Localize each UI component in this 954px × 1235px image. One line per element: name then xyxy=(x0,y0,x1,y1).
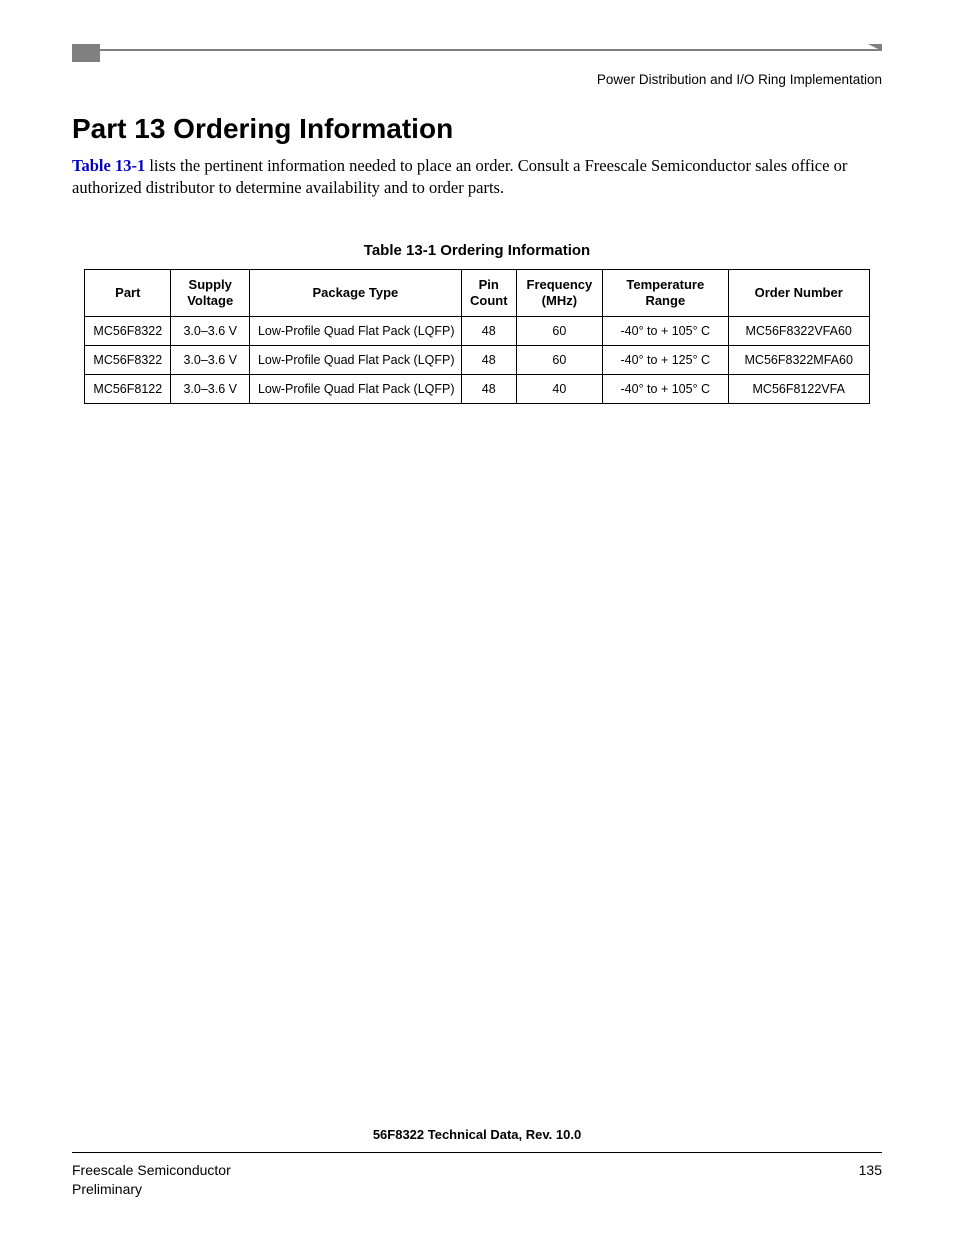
table-cell: MC56F8322MFA60 xyxy=(728,346,869,375)
footer-company: Freescale Semiconductor xyxy=(72,1161,231,1180)
header-line xyxy=(100,49,882,51)
table-reference-link[interactable]: Table 13-1 xyxy=(72,156,145,175)
table-cell: MC56F8322 xyxy=(85,346,171,375)
table-cell: 48 xyxy=(461,375,516,404)
footer-status: Preliminary xyxy=(72,1180,231,1199)
table-cell: MC56F8122VFA xyxy=(728,375,869,404)
footer-divider xyxy=(72,1152,882,1153)
table-row: MC56F83223.0–3.6 VLow-Profile Quad Flat … xyxy=(85,317,870,346)
col-part: Part xyxy=(85,269,171,317)
col-order-number: Order Number xyxy=(728,269,869,317)
table-cell: 3.0–3.6 V xyxy=(171,346,249,375)
table-cell: MC56F8322 xyxy=(85,317,171,346)
table-cell: 48 xyxy=(461,346,516,375)
table-cell: 3.0–3.6 V xyxy=(171,375,249,404)
table-cell: Low-Profile Quad Flat Pack (LQFP) xyxy=(249,346,461,375)
table-cell: 48 xyxy=(461,317,516,346)
table-body: MC56F83223.0–3.6 VLow-Profile Quad Flat … xyxy=(85,317,870,404)
table-cell: 40 xyxy=(516,375,602,404)
table-cell: MC56F8322VFA60 xyxy=(728,317,869,346)
col-pin-count: PinCount xyxy=(461,269,516,317)
header-wedge xyxy=(868,44,882,51)
col-frequency: Frequency(MHz) xyxy=(516,269,602,317)
table-header-row: Part SupplyVoltage Package Type PinCount… xyxy=(85,269,870,317)
page-title: Part 13 Ordering Information xyxy=(72,113,882,145)
table-cell: -40° to + 125° C xyxy=(603,346,729,375)
table-row: MC56F83223.0–3.6 VLow-Profile Quad Flat … xyxy=(85,346,870,375)
table-row: MC56F81223.0–3.6 VLow-Profile Quad Flat … xyxy=(85,375,870,404)
table-cell: 3.0–3.6 V xyxy=(171,317,249,346)
footer-doc-title: 56F8322 Technical Data, Rev. 10.0 xyxy=(72,1127,882,1142)
col-supply-voltage: SupplyVoltage xyxy=(171,269,249,317)
intro-paragraph: Table 13-1 lists the pertinent informati… xyxy=(72,155,882,200)
table-cell: 60 xyxy=(516,346,602,375)
footer-page-number: 135 xyxy=(859,1161,882,1180)
col-temperature: TemperatureRange xyxy=(603,269,729,317)
table-cell: Low-Profile Quad Flat Pack (LQFP) xyxy=(249,375,461,404)
page-footer: 56F8322 Technical Data, Rev. 10.0 Freesc… xyxy=(72,1127,882,1199)
table-cell: MC56F8122 xyxy=(85,375,171,404)
table-caption: Table 13-1 Ordering Information xyxy=(72,242,882,259)
ordering-table: Part SupplyVoltage Package Type PinCount… xyxy=(84,269,870,405)
header-block xyxy=(72,44,100,62)
table-cell: 60 xyxy=(516,317,602,346)
col-package-type: Package Type xyxy=(249,269,461,317)
table-cell: Low-Profile Quad Flat Pack (LQFP) xyxy=(249,317,461,346)
table-cell: -40° to + 105° C xyxy=(603,317,729,346)
intro-text-body: lists the pertinent information needed t… xyxy=(72,156,847,197)
section-header-label: Power Distribution and I/O Ring Implemen… xyxy=(72,72,882,87)
table-cell: -40° to + 105° C xyxy=(603,375,729,404)
header-decoration xyxy=(72,44,882,66)
